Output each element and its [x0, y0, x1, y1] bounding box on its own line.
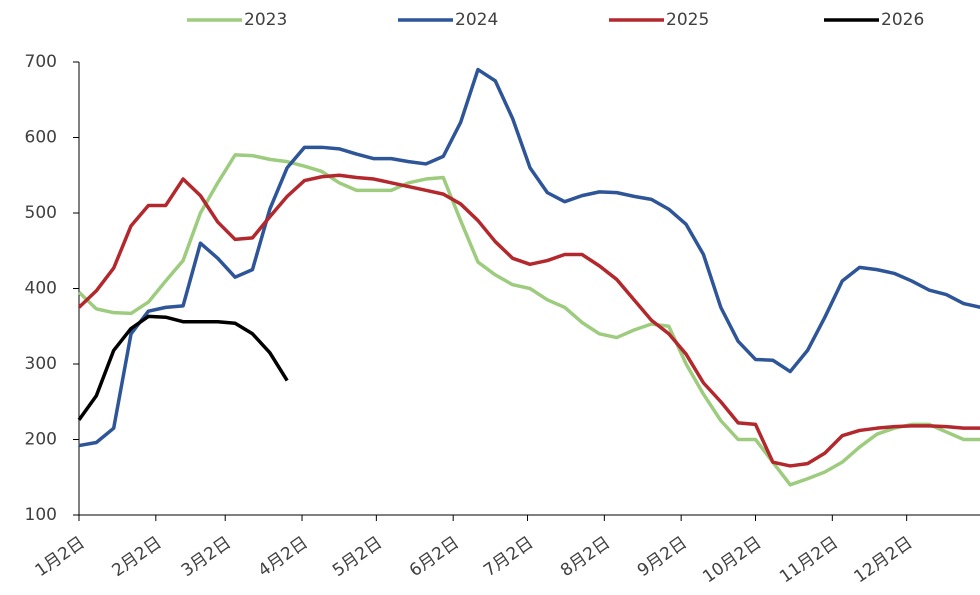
legend-label: 2026 — [881, 10, 924, 30]
x-tick-label: 3月2日 — [178, 533, 235, 581]
y-tick-label: 100 — [25, 505, 57, 525]
x-tick-label: 2月2日 — [109, 533, 166, 581]
y-tick-label: 600 — [25, 128, 57, 148]
y-tick-label: 200 — [25, 430, 57, 450]
x-tick-label: 8月2日 — [557, 533, 614, 581]
x-tick-label: 5月2日 — [329, 533, 386, 581]
x-tick-label: 6月2日 — [406, 533, 463, 581]
x-tick-label: 10月2日 — [699, 533, 765, 587]
x-tick-label: 11月2日 — [776, 533, 842, 587]
series-line — [77, 153, 980, 487]
y-tick-label: 300 — [25, 354, 57, 374]
series-line — [77, 314, 289, 421]
legend-label: 2025 — [666, 10, 709, 30]
x-tick-label: 4月2日 — [255, 533, 312, 581]
y-tick-label: 400 — [25, 279, 57, 299]
series-line — [78, 67, 980, 448]
legend-label: 2023 — [244, 10, 287, 30]
x-tick-label: 7月2日 — [480, 533, 537, 581]
x-tick-label: 12月2日 — [850, 533, 916, 587]
y-tick-label: 500 — [25, 203, 57, 223]
series-line — [77, 173, 980, 468]
y-tick-label: 700 — [25, 52, 57, 72]
x-tick-label: 1月2日 — [32, 533, 89, 581]
x-tick-label: 9月2日 — [634, 533, 691, 581]
legend-label: 2024 — [455, 10, 498, 30]
